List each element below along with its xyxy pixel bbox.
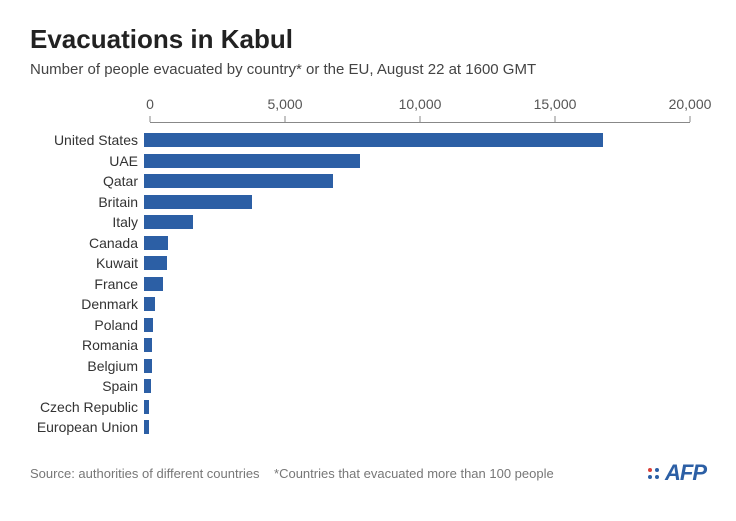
bar-row: Poland bbox=[30, 315, 706, 336]
bar-row: Belgium bbox=[30, 356, 706, 377]
bar bbox=[144, 215, 193, 229]
bar-label: Belgium bbox=[30, 358, 144, 374]
bar-track bbox=[144, 400, 706, 414]
bar-row: United States bbox=[30, 130, 706, 151]
bar-label: Qatar bbox=[30, 173, 144, 189]
logo-dot bbox=[655, 468, 659, 472]
logo-text: AFP bbox=[665, 460, 706, 486]
logo-dot bbox=[655, 475, 659, 479]
bars-container: United States UAE Qatar Britain Italy Canada K… bbox=[30, 130, 706, 438]
bar-track bbox=[144, 318, 706, 332]
bar-track bbox=[144, 277, 706, 291]
bar-row: Qatar bbox=[30, 171, 706, 192]
bar-label: European Union bbox=[30, 419, 144, 435]
x-axis-line bbox=[150, 122, 690, 123]
bar-track bbox=[144, 379, 706, 393]
x-tick-label: 10,000 bbox=[399, 96, 442, 112]
bar-row: Canada bbox=[30, 233, 706, 254]
x-tick-label: 20,000 bbox=[669, 96, 712, 112]
x-axis: 05,00010,00015,00020,000 bbox=[150, 96, 706, 120]
logo-dot bbox=[648, 475, 652, 479]
bar bbox=[144, 174, 333, 188]
footer-text: Source: authorities of different countri… bbox=[30, 466, 554, 481]
bar-row: Czech Republic bbox=[30, 397, 706, 418]
bar bbox=[144, 133, 603, 147]
bar-track bbox=[144, 256, 706, 270]
chart-footer: Source: authorities of different countri… bbox=[30, 460, 706, 486]
chart-title: Evacuations in Kabul bbox=[30, 24, 706, 55]
bar-track bbox=[144, 133, 706, 147]
source-text: Source: authorities of different countri… bbox=[30, 466, 260, 481]
bar-track bbox=[144, 195, 706, 209]
bar bbox=[144, 256, 167, 270]
bar bbox=[144, 379, 151, 393]
bar-label: United States bbox=[30, 132, 144, 148]
bar-label: France bbox=[30, 276, 144, 292]
bar-label: Britain bbox=[30, 194, 144, 210]
logo-dots-icon bbox=[648, 468, 659, 479]
bar-row: UAE bbox=[30, 151, 706, 172]
bar-row: European Union bbox=[30, 417, 706, 438]
bar-row: Romania bbox=[30, 335, 706, 356]
bar-label: Spain bbox=[30, 378, 144, 394]
bar-track bbox=[144, 297, 706, 311]
bar-row: Britain bbox=[30, 192, 706, 213]
logo-dot bbox=[648, 468, 652, 472]
footnote-text: *Countries that evacuated more than 100 … bbox=[274, 466, 554, 481]
bar-label: Kuwait bbox=[30, 255, 144, 271]
bar bbox=[144, 277, 163, 291]
bar-row: Denmark bbox=[30, 294, 706, 315]
bar-track bbox=[144, 359, 706, 373]
bar bbox=[144, 195, 252, 209]
bar-track bbox=[144, 174, 706, 188]
bar-label: Poland bbox=[30, 317, 144, 333]
bar-track bbox=[144, 154, 706, 168]
bar-track bbox=[144, 338, 706, 352]
bar-label: Czech Republic bbox=[30, 399, 144, 415]
bar bbox=[144, 236, 168, 250]
bar-row: France bbox=[30, 274, 706, 295]
x-tick-label: 15,000 bbox=[534, 96, 577, 112]
bar bbox=[144, 297, 155, 311]
bar-track bbox=[144, 236, 706, 250]
chart-subtitle: Number of people evacuated by country* o… bbox=[30, 61, 706, 78]
bar-label: Italy bbox=[30, 214, 144, 230]
bar-row: Italy bbox=[30, 212, 706, 233]
x-tick-label: 0 bbox=[146, 96, 154, 112]
bar bbox=[144, 154, 360, 168]
bar-row: Kuwait bbox=[30, 253, 706, 274]
bar bbox=[144, 338, 152, 352]
bar-chart: 05,00010,00015,00020,000 United StatesUA… bbox=[30, 96, 706, 446]
bar-label: Denmark bbox=[30, 296, 144, 312]
x-tick-label: 5,000 bbox=[267, 96, 302, 112]
bar-label: Romania bbox=[30, 337, 144, 353]
afp-logo: AFP bbox=[648, 460, 706, 486]
bar-label: Canada bbox=[30, 235, 144, 251]
bar bbox=[144, 318, 153, 332]
bar bbox=[144, 420, 149, 434]
bar-track bbox=[144, 420, 706, 434]
bar bbox=[144, 400, 149, 414]
bar-row: Spain bbox=[30, 376, 706, 397]
bar-label: UAE bbox=[30, 153, 144, 169]
bar-track bbox=[144, 215, 706, 229]
bar bbox=[144, 359, 152, 373]
